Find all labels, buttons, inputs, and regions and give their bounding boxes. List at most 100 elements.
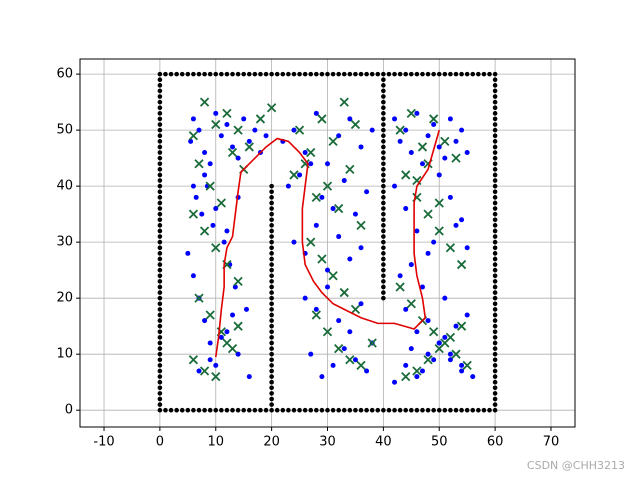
point xyxy=(375,71,381,77)
node-marker xyxy=(334,343,344,354)
point xyxy=(381,239,386,245)
point xyxy=(269,340,274,346)
point xyxy=(157,133,163,139)
point xyxy=(459,71,464,77)
node-marker xyxy=(205,310,215,320)
point xyxy=(381,273,386,279)
point xyxy=(314,71,319,77)
point xyxy=(157,251,163,256)
point xyxy=(308,351,314,357)
point xyxy=(352,357,358,363)
point xyxy=(425,71,431,77)
point xyxy=(347,116,353,122)
point xyxy=(291,71,297,77)
point xyxy=(492,189,498,195)
point xyxy=(381,183,386,189)
point xyxy=(269,71,274,77)
point xyxy=(157,407,163,413)
point xyxy=(213,362,219,368)
point xyxy=(492,357,498,363)
node-marker xyxy=(345,164,355,174)
point xyxy=(157,391,163,396)
node-marker xyxy=(311,310,321,320)
point xyxy=(492,88,498,94)
point xyxy=(157,195,163,200)
node-marker xyxy=(194,159,204,169)
point xyxy=(492,245,498,251)
point xyxy=(492,284,498,290)
point xyxy=(269,284,274,290)
point xyxy=(286,71,291,77)
point xyxy=(269,251,274,256)
point xyxy=(269,323,274,329)
point xyxy=(492,139,498,144)
point xyxy=(252,407,258,413)
point xyxy=(431,122,437,128)
node-marker xyxy=(440,136,450,146)
point xyxy=(202,150,208,156)
point xyxy=(157,335,163,340)
point xyxy=(319,71,325,77)
point xyxy=(448,407,453,413)
point xyxy=(157,363,163,368)
point xyxy=(157,290,163,295)
point xyxy=(442,295,448,301)
point xyxy=(308,71,314,77)
point xyxy=(230,71,235,77)
point xyxy=(157,402,163,407)
node-marker xyxy=(255,114,266,124)
point xyxy=(325,267,330,273)
point xyxy=(185,407,191,413)
point xyxy=(492,335,498,340)
point xyxy=(157,161,163,167)
point xyxy=(341,178,347,184)
point xyxy=(207,340,213,346)
node-marker xyxy=(211,243,221,253)
point xyxy=(453,71,459,77)
point xyxy=(157,279,163,284)
point xyxy=(464,312,470,318)
point xyxy=(190,273,196,279)
point xyxy=(420,71,425,77)
point xyxy=(218,334,224,340)
point xyxy=(241,407,246,413)
node-marker xyxy=(339,97,349,107)
node-marker xyxy=(317,114,327,124)
point xyxy=(381,234,386,239)
point xyxy=(464,407,470,413)
point xyxy=(202,318,208,324)
node-marker xyxy=(406,108,416,118)
point xyxy=(263,133,269,139)
point xyxy=(224,71,230,77)
point xyxy=(481,407,487,413)
point xyxy=(168,407,174,413)
point xyxy=(246,71,252,77)
point xyxy=(207,161,213,167)
node-marker xyxy=(266,103,277,113)
point xyxy=(191,407,196,413)
point xyxy=(381,150,386,155)
point xyxy=(381,167,386,172)
point xyxy=(230,144,236,150)
point xyxy=(196,127,202,133)
point xyxy=(470,407,476,413)
point xyxy=(492,307,498,312)
point xyxy=(157,245,163,251)
point xyxy=(157,155,163,161)
point xyxy=(492,407,498,413)
point xyxy=(492,256,498,262)
point xyxy=(492,94,498,99)
point xyxy=(199,211,205,217)
point xyxy=(263,71,269,77)
point xyxy=(364,71,369,77)
point xyxy=(481,71,487,77)
point xyxy=(224,329,230,335)
point xyxy=(157,211,163,217)
point xyxy=(492,71,498,77)
point xyxy=(403,362,409,368)
point xyxy=(235,71,241,77)
point xyxy=(157,340,163,346)
point xyxy=(381,155,386,161)
point xyxy=(492,402,498,407)
point xyxy=(419,368,425,374)
